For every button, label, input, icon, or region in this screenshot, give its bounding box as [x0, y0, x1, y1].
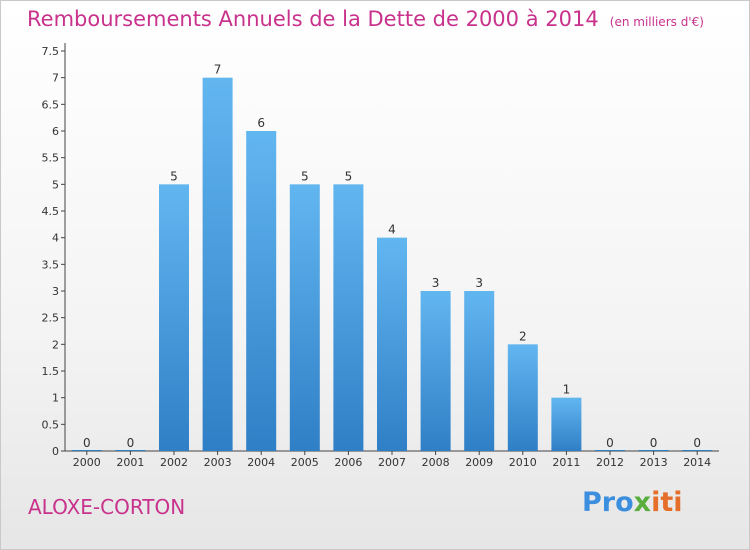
bar — [159, 184, 189, 452]
y-tick-label: 4.5 — [42, 205, 60, 218]
chart-title: Remboursements Annuels de la Dette de 20… — [27, 7, 704, 31]
y-tick-label: 6 — [52, 125, 59, 138]
bar-value-label: 0 — [127, 436, 135, 450]
bar-value-label: 5 — [345, 169, 353, 183]
chart-title-main: Remboursements Annuels de la Dette de 20… — [27, 7, 599, 31]
y-tick-label: 3 — [52, 285, 59, 298]
bar-value-label: 1 — [563, 383, 571, 397]
chart-bars — [71, 77, 713, 452]
y-tick-label: 1.5 — [42, 365, 60, 378]
y-tick-label: 1 — [52, 392, 59, 405]
x-tick-label: 2010 — [509, 456, 537, 469]
x-tick-label: 2001 — [116, 456, 144, 469]
x-tick-label: 2011 — [552, 456, 580, 469]
x-tick-label: 2013 — [640, 456, 668, 469]
x-tick-label: 2009 — [465, 456, 493, 469]
x-tick-label: 2005 — [291, 456, 319, 469]
x-tick-label: 2003 — [204, 456, 232, 469]
chart-labels: 00.511.522.533.544.555.566.577.502000020… — [42, 45, 712, 469]
bar-value-label: 6 — [257, 116, 265, 130]
logo-part-pro: Pro — [582, 487, 634, 518]
bar-value-label: 5 — [170, 169, 178, 183]
y-tick-label: 2.5 — [42, 312, 60, 325]
y-tick-label: 6.5 — [42, 98, 60, 111]
commune-name: ALOXE-CORTON — [28, 495, 186, 519]
x-tick-label: 2002 — [160, 456, 188, 469]
x-tick-label: 2014 — [683, 456, 711, 469]
bar — [464, 291, 495, 451]
proxiti-logo: Proxiti — [582, 487, 683, 518]
x-tick-label: 2000 — [73, 456, 101, 469]
bar — [420, 291, 451, 451]
bar-value-label: 7 — [214, 63, 222, 77]
bar-value-label: 0 — [650, 436, 658, 450]
bar — [507, 344, 538, 451]
y-tick-label: 5.5 — [42, 152, 60, 165]
y-tick-label: 7 — [52, 72, 59, 85]
y-tick-label: 5 — [52, 178, 59, 191]
bar — [246, 131, 277, 451]
bar — [202, 77, 233, 452]
x-tick-label: 2007 — [378, 456, 406, 469]
bar — [551, 397, 582, 451]
bar-value-label: 5 — [301, 169, 309, 183]
bar-value-label: 3 — [475, 276, 483, 290]
y-tick-label: 0 — [52, 445, 59, 458]
bar-value-label: 4 — [388, 223, 396, 237]
bar-value-label: 2 — [519, 329, 527, 343]
bar — [289, 184, 320, 452]
bar-value-label: 0 — [606, 436, 614, 450]
x-tick-label: 2008 — [422, 456, 450, 469]
bar-value-label: 0 — [693, 436, 701, 450]
bar — [377, 237, 407, 451]
bar — [333, 184, 364, 452]
y-tick-label: 7.5 — [42, 45, 60, 58]
y-tick-label: 2 — [52, 338, 59, 351]
y-tick-label: 0.5 — [42, 418, 60, 431]
bar-value-label: 0 — [83, 436, 91, 450]
logo-part-iti: iti — [651, 487, 683, 518]
y-tick-label: 4 — [52, 232, 59, 245]
logo-part-x: x — [633, 487, 652, 518]
y-tick-label: 3.5 — [42, 258, 60, 271]
x-tick-label: 2004 — [247, 456, 275, 469]
chart-title-unit: (en milliers d'€) — [609, 15, 704, 29]
x-tick-label: 2006 — [334, 456, 362, 469]
bar-value-label: 3 — [432, 276, 440, 290]
x-tick-label: 2012 — [596, 456, 624, 469]
